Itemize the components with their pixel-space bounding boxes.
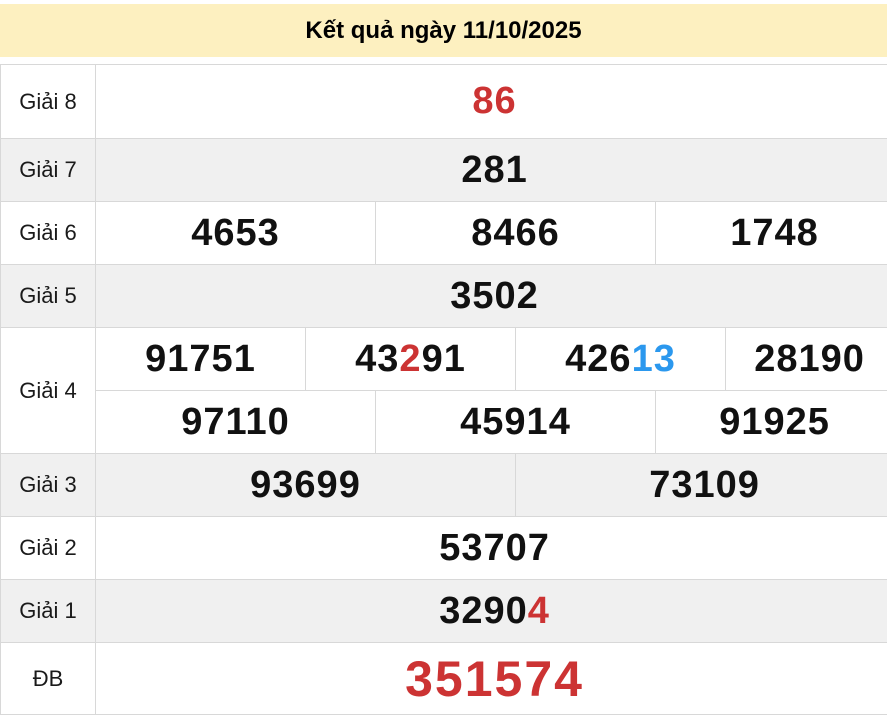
prize-value-cell: 351574 [94, 642, 887, 715]
prize-value-cell: 281 [94, 138, 887, 202]
prize-label: Giải 1 [0, 579, 96, 643]
prize-label: ĐB [0, 642, 96, 715]
digit-text: 426 [565, 337, 632, 380]
lottery-results-page: Kết quả ngày 11/10/2025 Giải 8 86 Giải 7 28… [0, 4, 887, 715]
digit-text: 93699 [250, 463, 361, 506]
prize-row: ĐB 351574 [0, 642, 887, 715]
prize-row: 97110 45914 91925 [1, 390, 887, 454]
prize-value-cell: 73109 [514, 453, 887, 517]
prize-row: Giải 4 91751 43291 42613 28190 [0, 327, 887, 454]
highlight-digit-red: 351574 [405, 650, 584, 707]
digit-text: 53707 [439, 526, 550, 569]
prize-value-cell: 43291 [305, 327, 516, 391]
prize-row: Giải 8 86 [0, 64, 887, 139]
highlight-digit-red: 86 [472, 80, 517, 122]
page-title: Kết quả ngày 11/10/2025 [305, 16, 582, 44]
prize-row: Giải 3 93699 73109 [0, 453, 887, 517]
prize-value-cell: 8466 [375, 201, 656, 265]
prize-label: Giải 3 [0, 453, 96, 517]
highlight-digit-blue: 13 [631, 337, 676, 380]
digit-text: 28190 [754, 337, 865, 380]
prize-value-cell: 86 [94, 64, 887, 139]
digit-text: 73109 [649, 463, 760, 506]
prize-row: Giải 1 32904 [0, 579, 887, 643]
prize-value-cell: 91925 [654, 390, 887, 454]
prize-value-cell: 42613 [515, 327, 726, 391]
prize-value-cell: 91751 [95, 327, 306, 391]
prize-label: Giải 7 [0, 138, 96, 202]
digit-text: 281 [461, 148, 528, 191]
prize-label: Giải 2 [0, 516, 96, 580]
results-table-body: Giải 8 86 Giải 7 281 Giải 6 4653 8466 1748 Giải … [0, 64, 887, 715]
digit-text: 4653 [191, 211, 280, 254]
prize-value-cell: 1748 [654, 201, 887, 265]
prize-row: Giải 2 53707 [0, 516, 887, 580]
prize-value-cell: 53707 [94, 516, 887, 580]
digit-text: 1748 [730, 211, 819, 254]
digit-text: 91 [421, 337, 466, 380]
prize-row: Giải 5 3502 [0, 264, 887, 328]
digit-text: 43 [355, 337, 400, 380]
digit-text: 97110 [181, 400, 290, 443]
digit-text: 3290 [439, 589, 528, 632]
digit-text: 45914 [460, 400, 571, 443]
digit-text: 91925 [719, 400, 830, 443]
prize-label: Giải 5 [0, 264, 96, 328]
prize-row: Giải 7 281 [0, 138, 887, 202]
prize-value-cell: 4653 [95, 201, 376, 265]
prize-label: Giải 6 [0, 201, 96, 265]
results-table: Giải 8 86 Giải 7 281 Giải 6 4653 8466 1748 Giải … [0, 64, 887, 715]
digit-text: 91751 [145, 337, 256, 380]
prize-value-cell: 93699 [95, 453, 516, 517]
highlight-digit-red: 4 [527, 589, 550, 632]
prize-value-cell: 97110 [95, 390, 376, 454]
prize-value-cell: 3502 [94, 264, 887, 328]
digit-text: 3502 [450, 274, 539, 317]
digit-text: 8466 [471, 211, 560, 254]
prize-value-cell: 28190 [724, 327, 887, 391]
prize-label: Giải 8 [0, 64, 96, 139]
prize-row: Giải 6 4653 8466 1748 [0, 201, 887, 265]
prize-value-cell: 45914 [375, 390, 656, 454]
results-header: Kết quả ngày 11/10/2025 [0, 4, 887, 57]
highlight-digit-red: 2 [399, 337, 422, 380]
prize-label: Giải 4 [0, 327, 96, 454]
prize-value-cell: 32904 [94, 579, 887, 643]
